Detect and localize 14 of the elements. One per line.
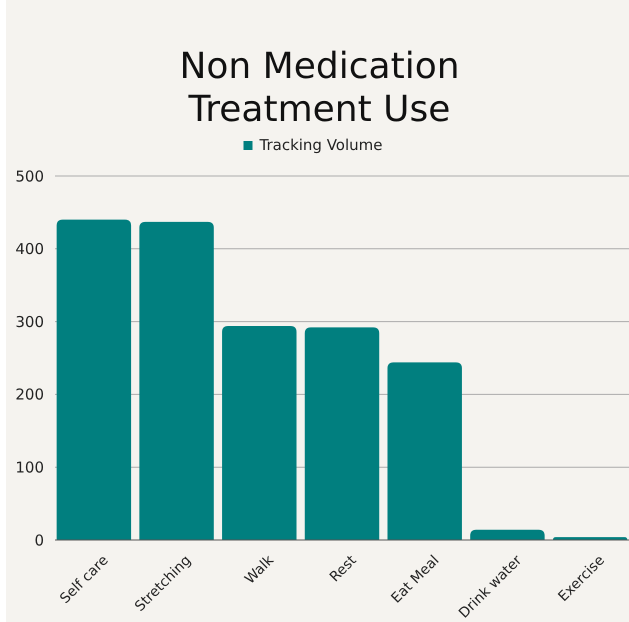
- y-tick-label: 400: [15, 240, 44, 258]
- bar: [222, 326, 297, 540]
- legend-label: Tracking Volume: [258, 136, 383, 154]
- bar: [56, 220, 132, 540]
- y-tick-label: 300: [15, 312, 44, 331]
- y-tick-label: 100: [15, 458, 44, 476]
- bar: [304, 327, 380, 540]
- y-tick-label: 200: [15, 386, 44, 404]
- chart-title: Non Medication Treatment Use: [179, 46, 460, 130]
- y-tick-label: 500: [15, 167, 44, 186]
- bar: [470, 530, 545, 540]
- bar: [139, 222, 214, 540]
- bar: [387, 362, 462, 540]
- y-tick-label: 0: [34, 531, 44, 550]
